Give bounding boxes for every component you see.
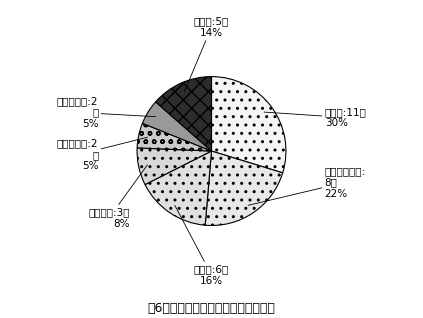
Text: 嘳6．　発災部位および事故事象区分: 嘳6． 発災部位および事故事象区分 xyxy=(148,302,275,315)
Wedge shape xyxy=(205,151,283,225)
Wedge shape xyxy=(143,102,212,151)
Text: 作業ミス:3件
8%: 作業ミス:3件 8% xyxy=(88,165,148,229)
Wedge shape xyxy=(145,151,212,225)
Text: 腐食・脈化等:
8件
22%: 腐食・脈化等: 8件 22% xyxy=(248,166,366,205)
Text: 振動・弛み:2
件
5%: 振動・弛み:2 件 5% xyxy=(57,137,148,171)
Text: その他:5件
14%: その他:5件 14% xyxy=(184,16,229,91)
Wedge shape xyxy=(156,77,212,151)
Wedge shape xyxy=(137,123,212,151)
Text: 腐食・劣化:2
件
5%: 腐食・劣化:2 件 5% xyxy=(57,96,156,129)
Wedge shape xyxy=(212,77,286,173)
Text: ボンプ:6件
16%: ボンプ:6件 16% xyxy=(175,205,229,286)
Wedge shape xyxy=(137,148,212,184)
Text: 継手部:11件
30%: 継手部:11件 30% xyxy=(264,107,367,128)
